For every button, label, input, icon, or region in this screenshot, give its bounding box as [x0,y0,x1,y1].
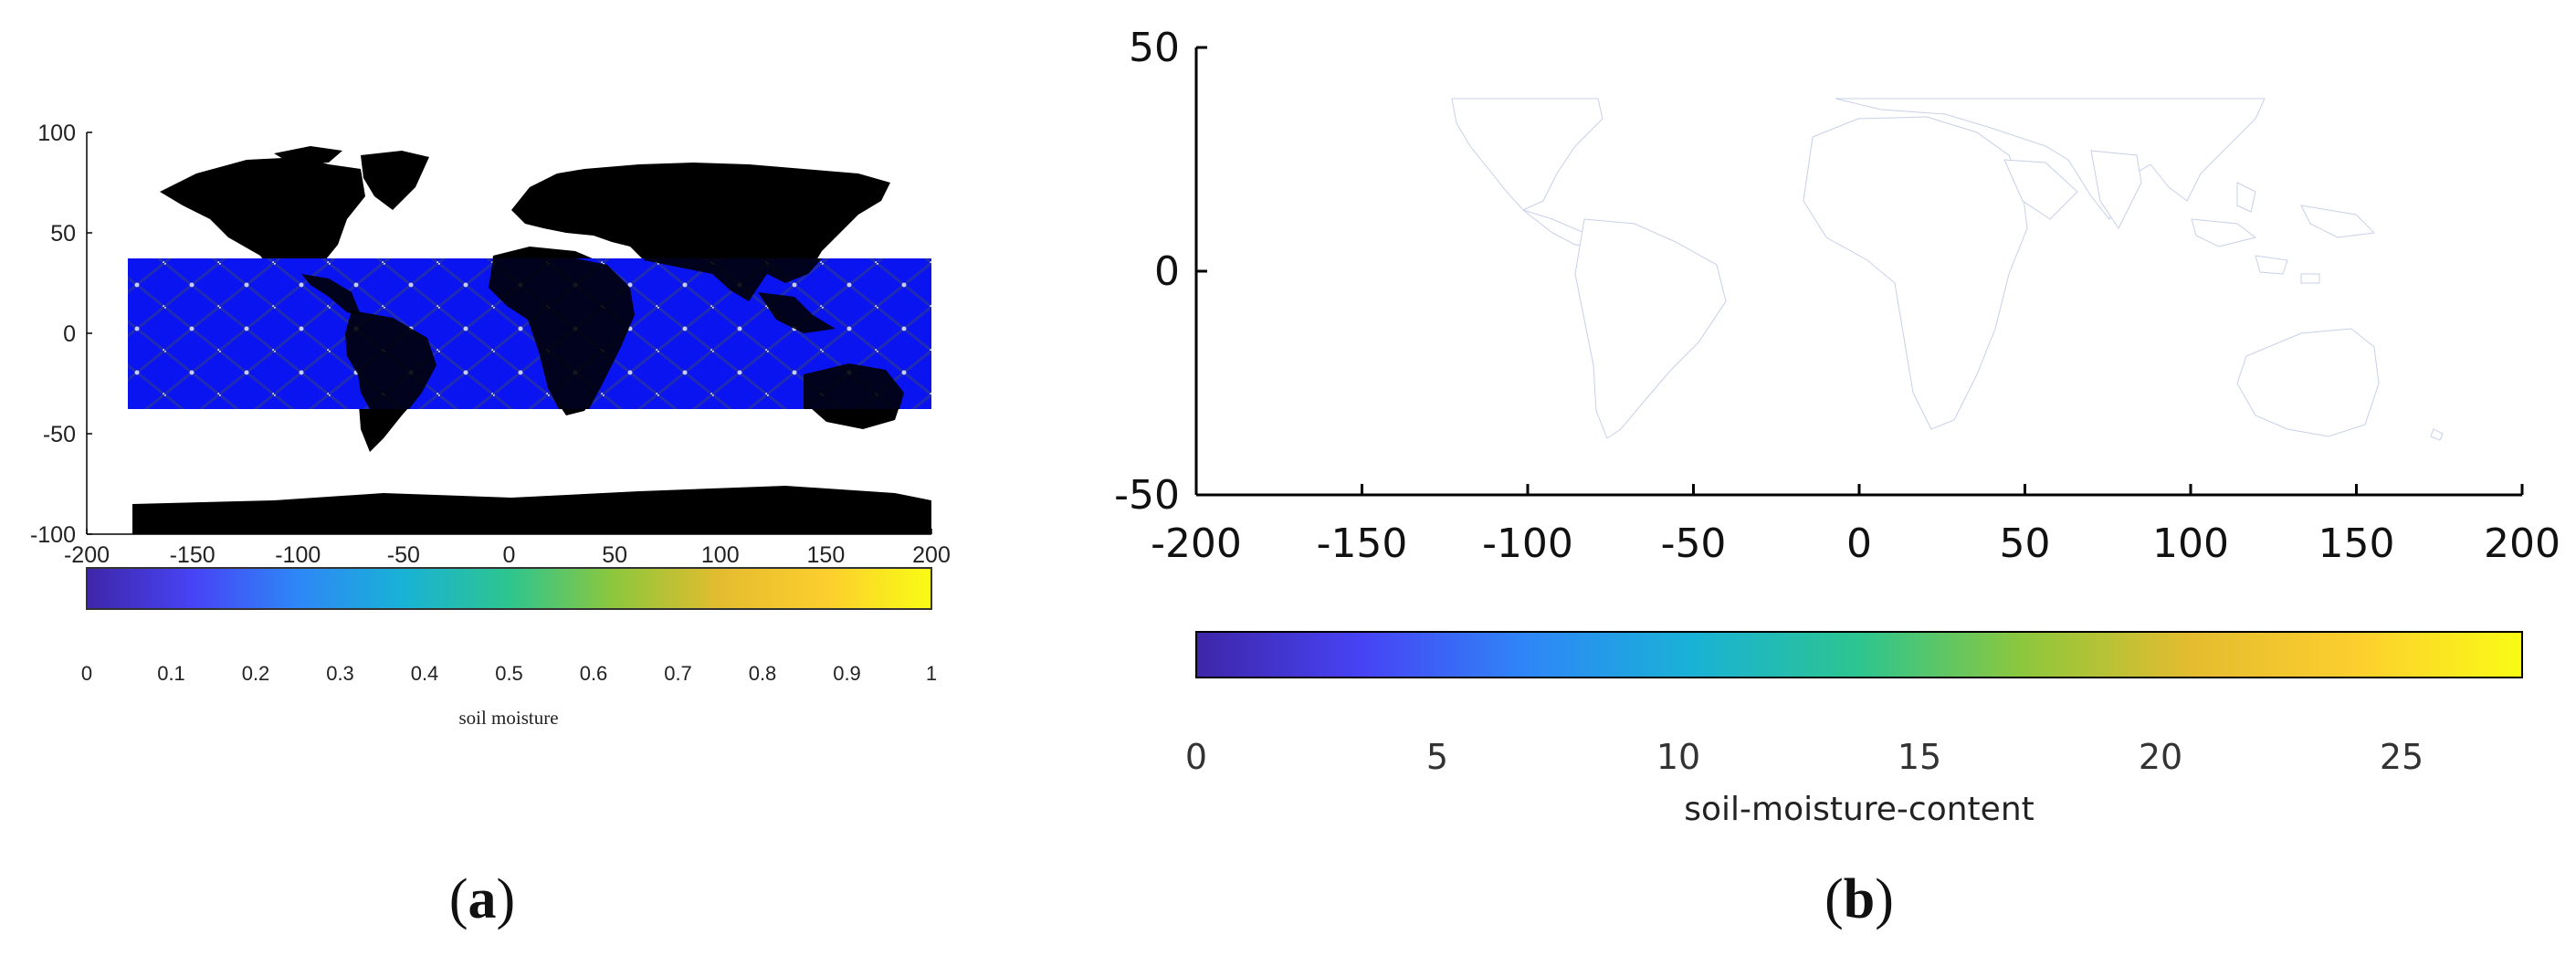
colorbar-tick-label: 0.6 [580,662,608,685]
map-panel-b: -200 -150 -100 -50 0 50 100 150 200 50 0 -50 0 5 10 15… [1114,25,2560,930]
colorbar-tick-label: 0.2 [242,662,270,685]
y-tick-label: -100 [30,522,76,548]
colorbar-tick-label: 0 [1185,737,1207,777]
colorbar-tick-label: 20 [2139,737,2182,777]
colorbar-b [1195,631,2523,678]
colorbar-label-a: soil moisture [458,707,558,729]
y-tick-label: -50 [43,422,76,447]
x-tick-label: -50 [1661,520,1727,567]
x-tick-label: 50 [602,542,627,568]
x-tick-label: -100 [1482,520,1573,567]
colorbar-tick-label: 0.1 [157,662,185,685]
y-tick-label: 50 [1129,25,1180,71]
colorbar-a [86,567,932,610]
panel-label-b: (b) [1824,868,1894,930]
x-tick-label: 100 [701,542,740,568]
landmass-a [128,146,931,534]
x-tick-label: -150 [1317,520,1408,567]
axes-b: -200 -150 -100 -50 0 50 100 150 200 50 0 -50 [1114,25,2560,567]
colorbar-tick-label: 0.8 [749,662,777,685]
colorbar-tick-label: 0.5 [495,662,523,685]
panel-label-a: (a) [449,868,515,930]
x-tick-label: 200 [912,542,951,568]
x-tick-label: -150 [170,542,216,568]
colorbar-tick-label: 10 [1656,737,1700,777]
colorbar-ticks-b: 0 5 10 15 20 25 [1185,737,2424,777]
colorbar-ticks-a: 0 0.1 0.2 0.3 0.4 0.5 0.6 0.7 0.8 0.9 1 [81,662,937,685]
x-tick-label: 150 [2318,520,2395,567]
soil-moisture-land-b [1451,98,2444,441]
colorbar-tick-label: 0 [81,662,92,685]
axes-a: -200 -150 -100 -50 0 50 100 150 200 100 50 0 -50 -100 [30,121,951,568]
y-tick-label: 100 [37,121,76,146]
y-tick-label: 50 [50,221,76,247]
x-tick-label: 100 [2152,520,2229,567]
colorbar-tick-label: 0.4 [411,662,439,685]
x-tick-label: 0 [1846,520,1872,567]
y-tick-label: 0 [63,321,76,347]
colorbar-tick-label: 0.9 [833,662,861,685]
x-tick-label: -100 [275,542,321,568]
x-tick-label: 50 [2000,520,2051,567]
colorbar-tick-label: 15 [1898,737,1941,777]
colorbar-tick-label: 0.7 [664,662,692,685]
colorbar-tick-label: 1 [926,662,937,685]
colorbar-tick-label: 5 [1426,737,1448,777]
colorbar-tick-label: 25 [2380,737,2424,777]
y-tick-label: -50 [1114,472,1180,519]
x-tick-label: 0 [503,542,516,568]
x-tick-label: 150 [807,542,846,568]
colorbar-tick-label: 0.3 [326,662,354,685]
map-panel-a: -200 -150 -100 -50 0 50 100 150 200 100 50 0 -50 -100… [30,121,951,930]
x-tick-label: -200 [64,542,110,568]
y-tick-label: 0 [1154,248,1180,295]
colorbar-label-b: soil-moisture-content [1684,791,2035,828]
x-tick-label: -50 [387,542,420,568]
x-tick-label: 200 [2484,520,2560,567]
x-tick-label: -200 [1151,520,1242,567]
